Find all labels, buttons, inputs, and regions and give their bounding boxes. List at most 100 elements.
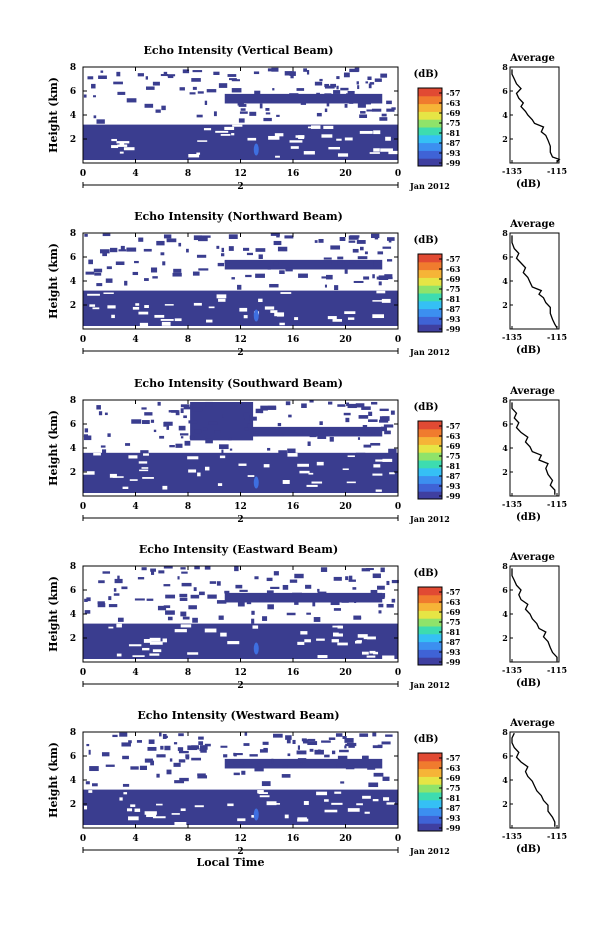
colorbar-swatch [418, 460, 442, 469]
echo-gap [266, 801, 277, 806]
echo-cell [237, 284, 242, 290]
echo-cell [318, 431, 321, 436]
average-profile-line [511, 732, 556, 827]
echo-gap [138, 461, 148, 464]
x-tick-label: 0 [395, 502, 401, 512]
x-tick-label: 20 [339, 502, 352, 512]
echo-cell [150, 760, 155, 766]
x-tick-label: 8 [185, 169, 191, 179]
echo-cell [377, 251, 384, 255]
echo-cell [313, 617, 321, 622]
echo-cell [152, 81, 160, 86]
echo-cell [237, 601, 245, 607]
echo-cell [307, 441, 311, 446]
echo-gap [366, 636, 376, 640]
echo-cell [120, 245, 125, 251]
x-axis-label: Local Time [197, 856, 265, 869]
echo-gap [164, 304, 174, 306]
echo-cell [349, 68, 359, 73]
echo-cell [382, 776, 390, 781]
colorbar-tick-label: -57 [446, 88, 460, 98]
echo-cell [380, 426, 387, 432]
echo-gap [116, 653, 122, 657]
echo-cell [294, 601, 299, 605]
echo-cell [373, 597, 378, 602]
echo-gap [93, 452, 101, 456]
echo-cell [298, 273, 308, 278]
echo-cell [251, 618, 255, 624]
date-day-label: 2 [237, 681, 243, 691]
echo-gap [92, 307, 100, 310]
echo-gap [279, 322, 285, 326]
echo-cell [362, 424, 368, 430]
echo-cell [229, 448, 233, 451]
echo-cell [273, 733, 283, 738]
echo-cell [203, 427, 208, 431]
echo-gap [231, 133, 235, 136]
echo-cell [83, 434, 88, 438]
echo-cell [326, 102, 330, 107]
echo-layer-mid [224, 592, 383, 603]
echo-cell [122, 755, 129, 760]
echo-cell [260, 409, 264, 414]
echo-cell [198, 736, 204, 740]
echo-gap [331, 639, 339, 643]
echo-gap [143, 638, 152, 643]
colorbar-swatch [418, 784, 442, 793]
colorbar-tick-label: -75 [446, 118, 460, 128]
echo-cell [117, 617, 124, 622]
colorbar-tick-label: -63 [446, 98, 461, 108]
echo-gap [372, 314, 385, 319]
colorbar-tick-label: -99 [446, 657, 461, 667]
echo-cell [191, 757, 202, 761]
echo-cell [186, 248, 189, 253]
echo-cell [141, 567, 147, 571]
echo-cell [336, 85, 339, 90]
echo-cell [106, 266, 112, 270]
echo-layer-mid [224, 758, 383, 769]
echo-cell [277, 422, 282, 427]
echo-cell [214, 430, 221, 434]
echo-cell [380, 567, 385, 573]
echo-gap [328, 146, 340, 150]
x-tick-label: 16 [287, 169, 300, 179]
echo-cell [162, 733, 167, 739]
echo-cell [305, 584, 312, 589]
echo-gap [154, 314, 165, 318]
echo-gap [372, 300, 385, 302]
echo-cell [224, 590, 230, 594]
echo-gap [116, 623, 122, 628]
echo-cell [341, 600, 349, 603]
echo-cell [188, 420, 198, 424]
echo-cell [204, 743, 211, 747]
colorbar-tick-label: -57 [446, 753, 460, 763]
echo-cell [162, 261, 166, 266]
echo-cell [325, 429, 328, 433]
echo-gap [385, 136, 391, 141]
echo-cell [93, 115, 97, 119]
echo-cell [150, 267, 158, 273]
x-tick-label: 0 [80, 502, 86, 512]
echo-cell [373, 261, 378, 267]
echo-cell [309, 748, 314, 752]
echo-cell [192, 407, 203, 412]
echo-cell [141, 407, 147, 410]
echo-cell [146, 598, 154, 601]
echo-cell [331, 750, 336, 755]
echo-cell [336, 76, 340, 80]
y-tick-label: 6 [70, 586, 76, 596]
echo-gap [308, 472, 314, 475]
y-tick-label: 8 [70, 396, 76, 406]
colorbar-unit: (dB) [414, 69, 439, 80]
echo-cell [390, 410, 395, 415]
echo-gap [389, 472, 395, 475]
echo-gap [373, 464, 381, 468]
echo-cell [243, 743, 250, 746]
echo-cell [377, 585, 385, 590]
echo-cell [150, 419, 155, 423]
echo-cell [254, 576, 259, 580]
average-y-tick-label: 8 [502, 395, 508, 405]
colorbar-swatch [418, 792, 442, 801]
echo-cell [182, 69, 190, 74]
